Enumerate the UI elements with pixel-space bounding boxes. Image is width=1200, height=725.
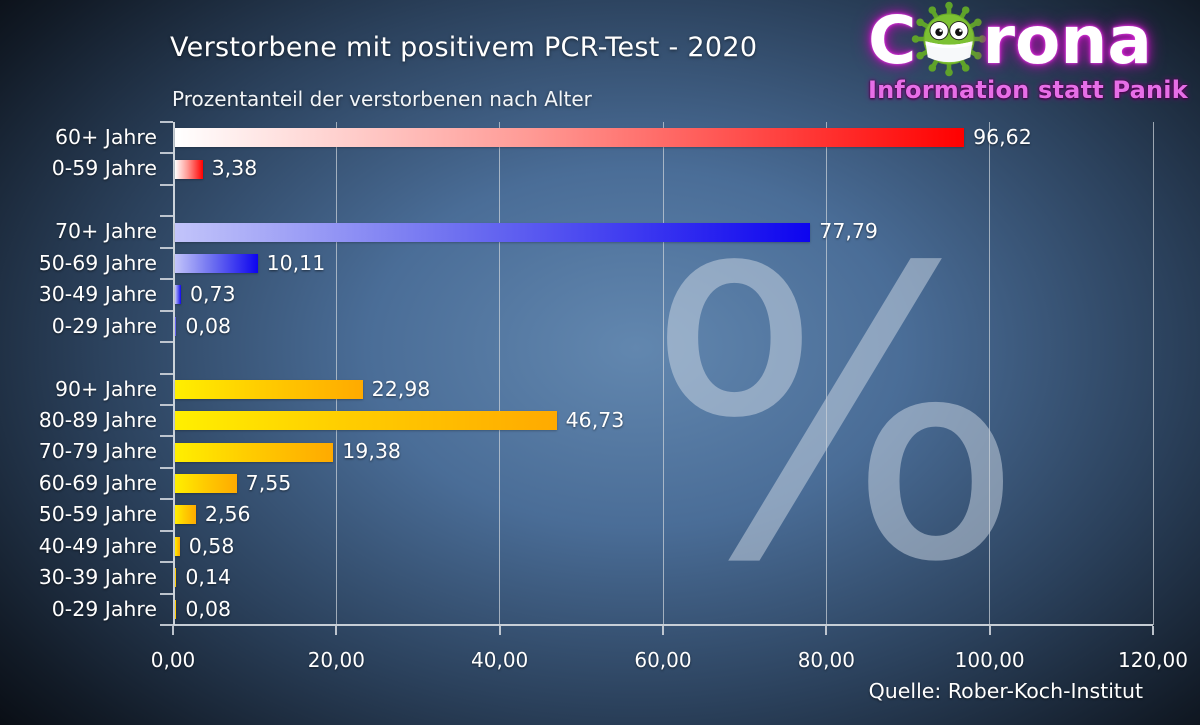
logo: C rona Informa <box>868 1 1188 104</box>
x-axis-tick <box>662 626 664 635</box>
y-axis-tick <box>160 246 173 249</box>
category-label: 0-59 Jahre <box>51 156 157 181</box>
bar-blue <box>175 253 258 273</box>
bar-yellow <box>175 474 237 494</box>
bar-red <box>175 159 203 179</box>
source-credit: Quelle: Rober-Koch-Institut <box>868 679 1143 703</box>
bar-yellow <box>175 379 363 399</box>
y-axis-tick <box>160 215 173 218</box>
value-label: 0,08 <box>185 313 232 338</box>
value-label: 0,58 <box>188 533 235 558</box>
x-axis-tick-label: 0,00 <box>150 648 196 672</box>
category-label: 50-69 Jahre <box>38 250 157 275</box>
gridline <box>1152 122 1154 625</box>
x-axis-tick-label: 100,00 <box>954 648 1025 672</box>
bar-yellow <box>175 411 557 431</box>
value-label: 96,62 <box>973 125 1032 149</box>
bar-blue <box>175 222 811 242</box>
category-label: 30-39 Jahre <box>38 565 157 590</box>
bar-yellow <box>175 442 334 462</box>
page-title: Verstorbene mit positivem PCR-Test - 202… <box>170 32 758 63</box>
x-axis-tick <box>1152 626 1154 635</box>
y-axis-tick <box>160 278 173 281</box>
category-label: 60+ Jahre <box>55 125 157 149</box>
x-axis-tick-label: 60,00 <box>634 648 692 672</box>
y-axis-tick <box>160 341 173 344</box>
gridline <box>662 122 664 625</box>
y-axis-tick <box>160 466 173 469</box>
bar-yellow <box>175 568 177 588</box>
y-axis-tick <box>160 529 173 532</box>
gridline <box>499 122 501 625</box>
value-label: 2,56 <box>204 502 251 527</box>
y-axis-tick <box>160 561 173 564</box>
gridline <box>335 122 337 625</box>
y-axis-tick <box>160 309 173 312</box>
y-axis-tick <box>160 592 173 595</box>
value-label: 0,08 <box>185 596 232 621</box>
value-label: 46,73 <box>565 407 625 432</box>
x-axis-tick <box>988 626 991 635</box>
logo-letters-rona: rona <box>982 2 1152 79</box>
x-axis-tick <box>335 626 338 635</box>
category-label: 80-89 Jahre <box>38 407 157 432</box>
logo-corona: C rona <box>868 1 1158 79</box>
category-label: 30-49 Jahre <box>38 282 157 307</box>
gridline <box>825 122 827 625</box>
bar-yellow <box>175 536 180 556</box>
category-label: 50-59 Jahre <box>38 502 157 527</box>
y-axis-tick <box>160 403 173 406</box>
x-axis-tick <box>172 626 174 635</box>
y-axis-tick <box>160 121 173 123</box>
logo-letter-c: C <box>868 2 917 79</box>
percent-watermark: % <box>645 185 1026 650</box>
x-axis-tick-label: 120,00 <box>1118 648 1188 672</box>
value-label: 19,38 <box>342 439 401 464</box>
x-axis-baseline <box>173 624 1153 626</box>
y-axis-tick <box>160 183 173 186</box>
bar-red <box>175 128 965 148</box>
y-axis-tick <box>160 152 173 155</box>
y-axis-tick <box>160 435 173 438</box>
gridline <box>173 122 175 625</box>
gridline <box>989 122 991 625</box>
value-label: 77,79 <box>819 219 878 244</box>
bar-yellow <box>175 505 196 525</box>
virus-mask-icon <box>912 1 987 77</box>
y-axis-tick <box>160 498 173 501</box>
category-label: 40-49 Jahre <box>38 533 157 558</box>
value-label: 3,38 <box>211 156 258 181</box>
x-axis-tick-label: 80,00 <box>797 648 855 672</box>
value-label: 10,11 <box>266 250 326 275</box>
category-label: 0-29 Jahre <box>51 596 157 621</box>
bar-yellow <box>175 599 177 619</box>
category-label: 70+ Jahre <box>55 219 157 244</box>
x-axis-tick <box>498 626 501 635</box>
value-label: 0,14 <box>185 565 232 590</box>
x-axis-tick <box>825 626 828 635</box>
x-axis-tick-label: 40,00 <box>471 648 529 672</box>
bar-blue <box>175 285 181 305</box>
x-axis-tick-label: 20,00 <box>307 648 365 672</box>
value-label: 0,73 <box>189 282 236 307</box>
value-label: 22,98 <box>371 376 431 401</box>
category-label: 60-69 Jahre <box>38 470 157 495</box>
category-label: 70-79 Jahre <box>38 439 157 464</box>
y-axis-tick <box>160 624 173 626</box>
bar-blue <box>175 316 177 336</box>
category-axis: 60+ Jahre 0-59 Jahre 70+ Jahre 50-69 Jahre 3… <box>0 122 157 625</box>
category-label: 0-29 Jahre <box>51 313 157 338</box>
logo-tagline: Information statt Panik <box>868 76 1188 104</box>
bar-chart-plot-area: 0,00 20,00 40,00 60,00 80,00 100,00 120,00 96,6… <box>151 121 1188 672</box>
y-axis-tick <box>160 372 173 375</box>
category-label: 90+ Jahre <box>55 376 157 401</box>
page-subtitle: Prozentanteil der verstorbenen nach Alte… <box>172 87 592 111</box>
value-label: 7,55 <box>245 470 292 495</box>
